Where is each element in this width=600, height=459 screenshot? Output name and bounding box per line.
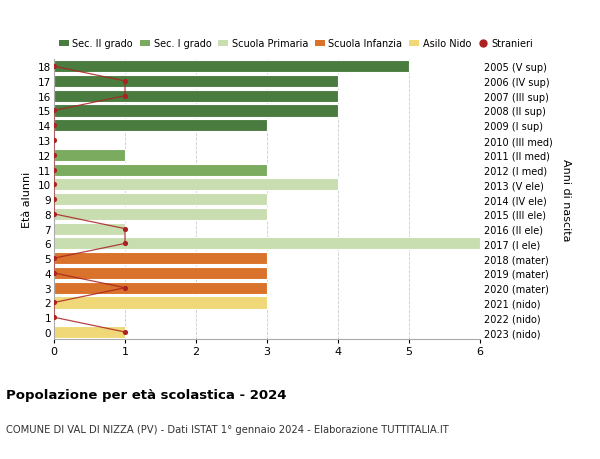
- Point: [49, 167, 59, 174]
- Point: [49, 196, 59, 203]
- Bar: [54, 282, 267, 294]
- Text: COMUNE DI VAL DI NIZZA (PV) - Dati ISTAT 1° gennaio 2024 - Elaborazione TUTTITAL: COMUNE DI VAL DI NIZZA (PV) - Dati ISTAT…: [6, 425, 449, 435]
- Bar: [54, 326, 125, 338]
- Point: [49, 299, 59, 307]
- Point: [49, 152, 59, 159]
- Point: [120, 240, 130, 247]
- Point: [120, 285, 130, 292]
- Bar: [54, 150, 125, 162]
- Point: [49, 181, 59, 189]
- Bar: [54, 120, 267, 132]
- Point: [49, 63, 59, 71]
- Point: [120, 93, 130, 100]
- Bar: [54, 267, 267, 280]
- Point: [49, 137, 59, 145]
- Y-axis label: Anni di nascita: Anni di nascita: [561, 158, 571, 241]
- Point: [120, 78, 130, 85]
- Bar: [54, 297, 267, 309]
- Point: [120, 225, 130, 233]
- Bar: [54, 164, 267, 176]
- Point: [49, 211, 59, 218]
- Text: Popolazione per età scolastica - 2024: Popolazione per età scolastica - 2024: [6, 388, 287, 401]
- Bar: [54, 252, 267, 265]
- Point: [49, 270, 59, 277]
- Bar: [54, 76, 338, 88]
- Y-axis label: Età alunni: Età alunni: [22, 172, 32, 228]
- Bar: [54, 223, 125, 235]
- Point: [49, 107, 59, 115]
- Bar: [54, 61, 409, 73]
- Point: [120, 329, 130, 336]
- Point: [49, 314, 59, 321]
- Bar: [54, 179, 338, 191]
- Bar: [54, 238, 480, 250]
- Bar: [54, 208, 267, 220]
- Point: [49, 122, 59, 129]
- Bar: [54, 194, 267, 206]
- Legend: Sec. II grado, Sec. I grado, Scuola Primaria, Scuola Infanzia, Asilo Nido, Stran: Sec. II grado, Sec. I grado, Scuola Prim…: [59, 39, 533, 49]
- Point: [49, 255, 59, 262]
- Bar: [54, 105, 338, 118]
- Bar: [54, 90, 338, 102]
